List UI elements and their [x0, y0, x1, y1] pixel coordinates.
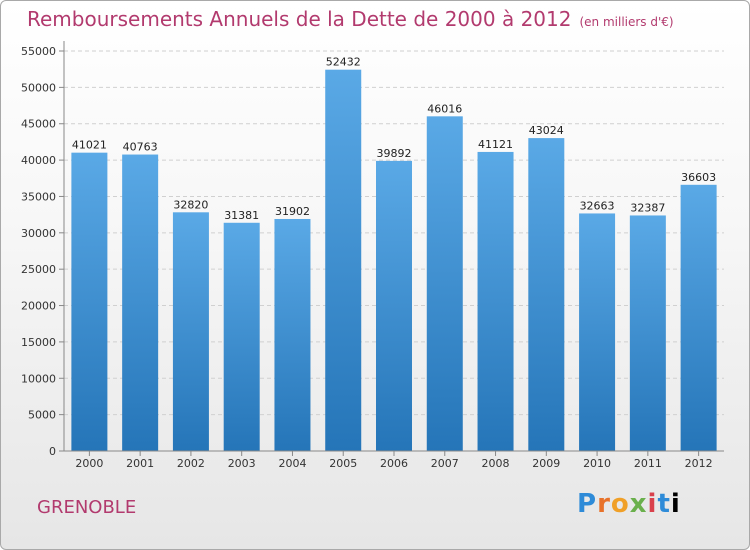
- bar-2010: [579, 213, 616, 451]
- chart-title-text: Remboursements Annuels de la Dette de 20…: [27, 7, 572, 31]
- data-label: 31381: [224, 209, 259, 222]
- bar-2006: [376, 160, 412, 452]
- x-tick-label: 2007: [431, 457, 459, 470]
- chart-title: Remboursements Annuels de la Dette de 20…: [27, 7, 674, 31]
- y-tick-label: 50000: [21, 81, 56, 94]
- y-tick-label: 25000: [21, 263, 56, 276]
- bar-2007: [426, 116, 463, 451]
- bar-2000: [71, 152, 108, 451]
- bar-2012: [680, 184, 717, 451]
- bar-2011: [629, 215, 666, 451]
- data-label: 46016: [427, 102, 462, 115]
- bar-2009: [528, 138, 565, 451]
- x-tick-label: 2000: [75, 457, 103, 470]
- x-tick-label: 2001: [126, 457, 154, 470]
- data-label: 52432: [326, 56, 361, 69]
- x-tick-label: 2006: [380, 457, 408, 470]
- x-tick-label: 2010: [583, 457, 611, 470]
- y-tick-label: 35000: [21, 190, 56, 203]
- y-tick-label: 55000: [21, 45, 56, 58]
- chart-unit-note: (en milliers d'€): [579, 15, 674, 29]
- x-tick-label: 2009: [532, 457, 560, 470]
- y-tick-label: 0: [49, 445, 56, 458]
- proxiti-logo: Proxiti: [577, 489, 681, 519]
- bar-2002: [172, 212, 209, 451]
- x-tick-label: 2005: [329, 457, 357, 470]
- bar-2005: [325, 69, 362, 451]
- city-name: GRENOBLE: [37, 497, 137, 518]
- y-tick-label: 40000: [21, 154, 56, 167]
- bar-2008: [477, 151, 514, 452]
- data-label: 36603: [681, 171, 716, 184]
- y-tick-label: 10000: [21, 372, 56, 385]
- data-label: 31902: [275, 205, 310, 218]
- x-tick-label: 2012: [685, 457, 713, 470]
- y-tick-label: 45000: [21, 118, 56, 131]
- data-label: 32387: [630, 201, 665, 214]
- bar-2004: [274, 218, 311, 451]
- bar-2003: [223, 222, 260, 451]
- x-tick-label: 2008: [482, 457, 510, 470]
- y-tick-label: 15000: [21, 336, 56, 349]
- data-label: 32820: [173, 198, 208, 211]
- x-tick-label: 2004: [278, 457, 306, 470]
- y-tick-label: 5000: [28, 409, 56, 422]
- x-tick-label: 2011: [634, 457, 662, 470]
- axis-layer: 0 5000 10000 15000 20000 25000 30000 35000 40000…: [21, 41, 724, 470]
- x-tick-label: 2003: [228, 457, 256, 470]
- data-label: 41021: [72, 139, 107, 152]
- data-label: 41121: [478, 138, 513, 151]
- x-tick-label: 2002: [177, 457, 205, 470]
- y-tick-label: 30000: [21, 227, 56, 240]
- data-label: 43024: [529, 124, 564, 137]
- bar-chart: 41021 40763 32820 31381 31902 52432 39892 46016…: [21, 41, 724, 470]
- data-label: 39892: [377, 147, 412, 160]
- bars-layer: 41021 40763 32820 31381 31902 52432 39892 46016…: [71, 56, 717, 452]
- data-label: 32663: [580, 199, 615, 212]
- data-label: 40763: [123, 141, 158, 154]
- y-tick-label: 20000: [21, 300, 56, 313]
- bar-2001: [122, 154, 159, 452]
